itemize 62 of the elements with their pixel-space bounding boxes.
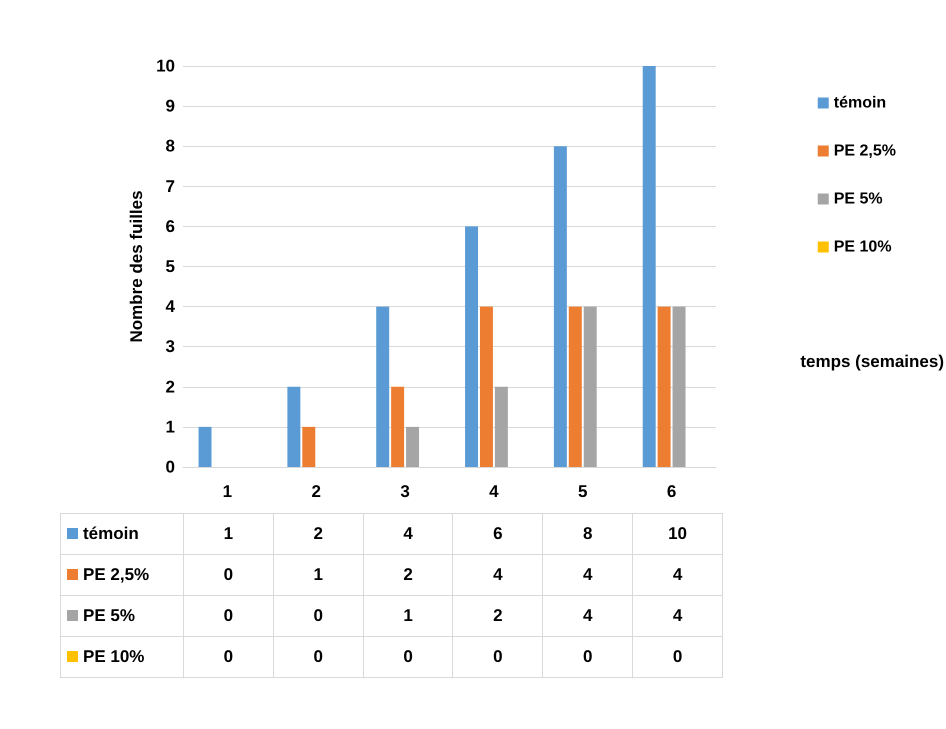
data-label: 4: [542, 554, 633, 596]
legend-label: PE 10%: [834, 238, 892, 256]
data-label: 4: [542, 596, 633, 636]
bar: [480, 306, 493, 467]
bar: [287, 386, 300, 467]
y-tick-label: 2: [166, 377, 175, 396]
y-tick-label: 8: [166, 136, 175, 156]
bar: [568, 306, 582, 467]
data-label: 2: [363, 554, 453, 596]
y-tick-label: 4: [166, 297, 176, 316]
data-label: 0: [273, 636, 364, 678]
y-tick-label: 10: [156, 56, 175, 76]
data-label: 10: [632, 514, 722, 554]
legend-label: PE 5%: [834, 190, 883, 208]
bar: [406, 426, 420, 467]
x-tick-label: 1: [222, 482, 232, 501]
x-axis-title: temps (semaines): [800, 352, 944, 372]
x-tick-label: 2: [312, 482, 321, 501]
bar: [658, 306, 671, 467]
y-tick-label: 7: [166, 176, 175, 196]
data-label: 0: [452, 636, 543, 678]
data-label: 2: [452, 596, 543, 636]
y-tick-label: 1: [166, 417, 175, 436]
legend-label: témoin: [83, 524, 139, 543]
text: PE 5%: [83, 606, 135, 625]
data-label: 4: [632, 554, 722, 596]
bar: [391, 386, 404, 467]
y-axis-title: Nombre des fuilles: [127, 190, 146, 343]
x-tick-label: 6: [666, 482, 676, 501]
y-tick-label: 9: [166, 96, 175, 116]
y-tick-label: 0: [166, 458, 175, 476]
data-label: 0: [632, 636, 722, 678]
legend-label: PE 2,5%: [83, 565, 150, 584]
bar: [642, 66, 656, 467]
data-label: 4: [632, 596, 722, 636]
bar: [465, 226, 478, 467]
bar: [494, 386, 508, 467]
bar: [198, 426, 212, 467]
text: PE 2,5%: [834, 142, 896, 160]
x-tick-label: 4: [489, 482, 500, 501]
text: témoin: [834, 94, 886, 112]
data-label: 1: [273, 554, 364, 596]
bar: [672, 306, 686, 467]
data-label: 4: [363, 514, 453, 554]
data-label: 4: [452, 554, 543, 596]
y-tick-label: 5: [166, 257, 175, 276]
bar: [584, 306, 597, 467]
data-label: 0: [363, 636, 453, 678]
bar: [376, 306, 390, 467]
y-tick-label: 3: [166, 337, 175, 356]
x-tick-label: 5: [578, 482, 588, 501]
text: PE 10%: [83, 647, 144, 666]
data-label: 0: [273, 596, 364, 636]
data-label: 0: [542, 636, 633, 678]
data-label: 8: [542, 514, 633, 554]
bar: [554, 146, 567, 467]
data-label: 6: [452, 514, 543, 554]
data-label: 2: [273, 514, 364, 554]
data-label: 1: [363, 596, 453, 636]
y-tick-label: 6: [166, 216, 175, 236]
x-tick-label: 3: [400, 482, 410, 501]
bar: [302, 426, 316, 467]
